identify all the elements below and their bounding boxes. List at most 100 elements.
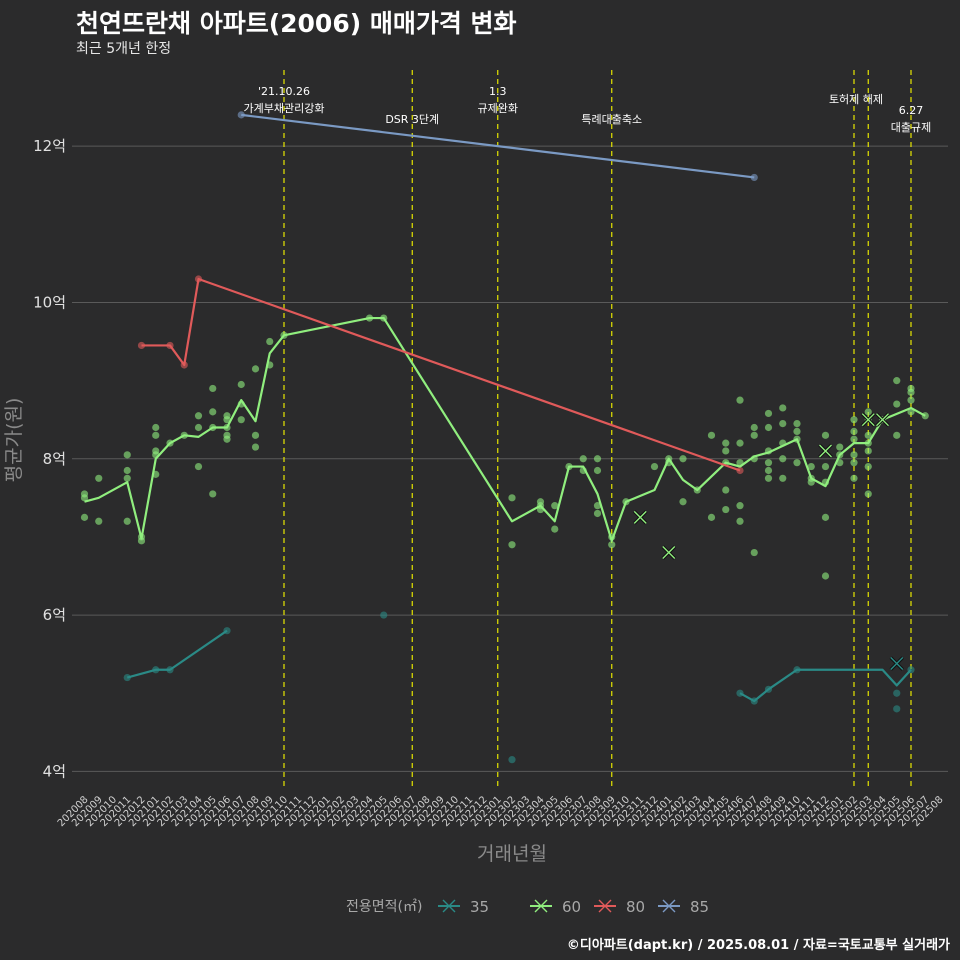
data-point-60 [893,431,901,439]
data-point-60 [736,502,744,510]
axis-titles: 거래년월 평균가(원) [3,398,547,865]
data-point-60 [764,459,773,467]
data-point-60 [209,408,217,416]
event-annotation: 규제완화 [478,102,518,115]
chart-subtitle: 최근 5개년 한정 [76,41,172,57]
legend-item-85: 85 [658,898,709,916]
data-point-60 [223,435,231,443]
data-point-60 [864,490,872,498]
data-point-60 [722,486,730,494]
data-point-60 [194,462,203,471]
legend-label: 60 [562,898,581,916]
data-point-60 [864,431,872,439]
data-point-60 [80,513,89,521]
data-point-60 [850,427,858,436]
data-point-60 [194,412,203,420]
data-point-60 [608,541,616,549]
legend-label: 80 [626,898,645,916]
cross-marker-35 [890,657,904,671]
data-point-60 [864,408,872,416]
y-axis-ticks: 4억 6억 8억 10억 12억 [33,137,66,780]
data-point-60 [650,462,659,471]
data-point-60 [593,466,602,475]
data-point-60 [793,427,801,436]
y-tick-label: 6억 [43,606,66,624]
legend-label: 85 [690,898,709,916]
legend-key-cross [442,899,456,913]
data-point-60 [750,431,758,439]
y-tick-label: 10억 [33,293,66,311]
data-point-60 [764,423,773,432]
legend-item-80: 80 [594,898,645,916]
data-point-60 [864,462,872,471]
legend-item-60: 60 [530,898,581,916]
data-point-60 [95,517,103,525]
data-point-60 [593,455,602,463]
series-line-35 [739,668,912,703]
data-point-60 [209,384,217,393]
scatter-points [80,111,929,764]
data-point-60 [850,451,858,459]
data-point-35 [380,611,388,619]
data-point-60 [850,459,858,467]
series-line-80 [141,277,741,472]
data-point-60 [821,431,830,439]
data-point-60 [807,462,815,471]
data-point-60 [779,455,787,463]
data-point-35 [123,673,131,682]
data-point-60 [864,447,872,455]
data-point-60 [593,502,602,510]
cross-marker-60 [819,444,832,458]
event-annotation: '21.10.26 [258,85,310,98]
y-tick-label: 8억 [43,450,66,468]
data-point-60 [779,474,787,482]
data-point-60 [266,337,274,346]
data-point-60 [793,419,801,428]
x-axis-ticks: 2020082020092020102020112020122021012021… [56,794,946,829]
series-lines [84,113,926,703]
data-point-60 [836,443,844,451]
data-point-60 [764,474,773,482]
data-point-60 [907,388,915,396]
data-point-60 [707,513,716,521]
legend: 전용면적(㎡) 35 60 80 85 [346,898,709,916]
data-point-60 [779,419,787,428]
data-point-60 [907,396,915,404]
gridlines [72,145,948,772]
series-line-85 [241,113,755,179]
data-point-60 [194,423,203,432]
event-annotation: 토허제 해제 [829,92,883,106]
y-axis-title: 평균가(원) [3,398,25,483]
cross-marker-60 [876,413,889,427]
legend-key-cross [598,899,612,913]
data-point-60 [736,517,744,525]
event-annotation: DSR 3단계 [385,113,439,126]
data-point-60 [551,502,559,510]
data-point-60 [251,431,260,439]
data-point-60 [850,474,858,482]
data-point-60 [707,431,716,439]
x-axis-title: 거래년월 [477,843,547,865]
data-point-60 [750,548,758,557]
data-point-60 [237,380,245,389]
data-point-60 [123,451,131,459]
legend-item-35: 35 [438,898,489,916]
event-annotation: 6.27 [899,104,924,117]
series-line-35 [126,629,228,679]
data-point-60 [551,525,559,533]
data-point-35 [508,756,516,764]
legend-key-cross [534,899,548,913]
data-point-60 [152,423,160,432]
data-point-60 [508,494,516,502]
data-point-60 [123,466,131,475]
event-annotation: 1.3 [489,85,507,98]
data-point-60 [95,474,103,482]
event-annotation: 특례대출축소 [581,113,642,126]
data-point-60 [251,365,260,373]
cross-marker-60 [861,413,875,427]
data-point-60 [123,474,131,482]
cross-markers [633,412,904,671]
data-point-60 [722,505,730,514]
